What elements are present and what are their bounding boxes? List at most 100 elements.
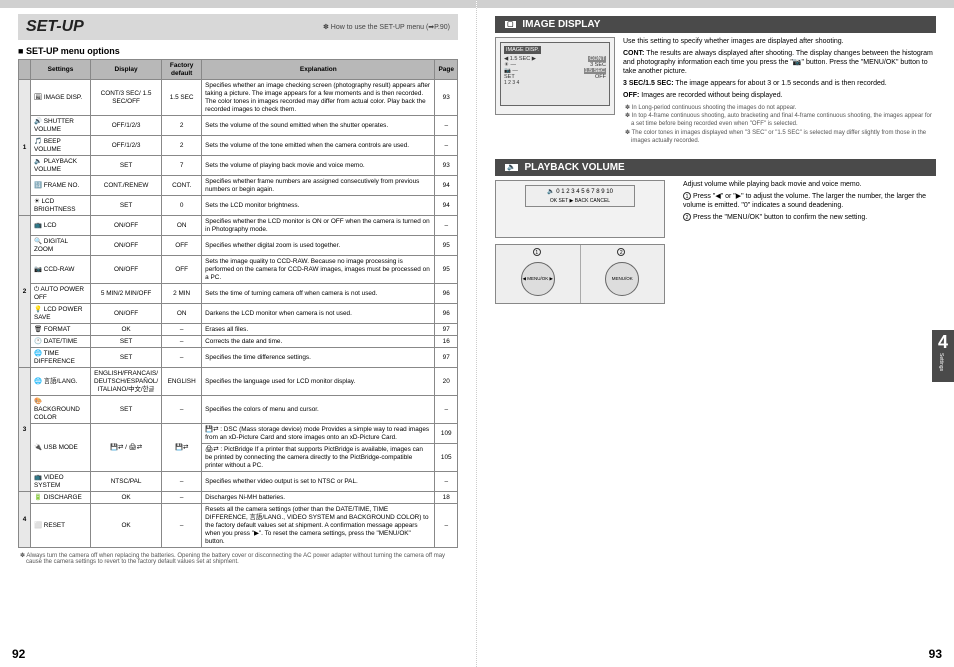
display-cell: NTSC/PAL	[91, 472, 162, 492]
explanation-cell: Erases all files.	[202, 324, 435, 336]
explanation-cell: Sets the time of turning camera off when…	[202, 284, 435, 304]
page-cell: 109	[435, 424, 458, 444]
setting-cell: 💡 LCD POWER SAVE	[31, 304, 91, 324]
page-cell: 18	[435, 492, 458, 504]
page-cell: 20	[435, 368, 458, 396]
explanation-cell: Resets all the camera settings (other th…	[202, 504, 435, 548]
explanation-cell: Specifies whether the LCD monitor is ON …	[202, 216, 435, 236]
ok-dial: MENU/OK	[605, 262, 639, 296]
display-cell: CONT/3 SEC/ 1.5 SEC/OFF	[91, 80, 162, 116]
table-row: 🕐 DATE/TIMESET–Corrects the date and tim…	[19, 336, 458, 348]
page-cell: –	[435, 396, 458, 424]
intro: Use this setting to specify whether imag…	[623, 37, 936, 46]
fdef-cell: 7	[162, 156, 202, 176]
page-cell: 96	[435, 304, 458, 324]
step-2-icon: 2	[617, 248, 625, 256]
fdef-cell: 💾⇄	[162, 424, 202, 472]
side-tab-num: 4	[932, 330, 954, 353]
display-cell: ON/OFF	[91, 304, 162, 324]
page-cell: 16	[435, 336, 458, 348]
setting-cell: 🌐 言語/LANG.	[31, 368, 91, 396]
fdef-cell: 2 MIN	[162, 284, 202, 304]
group-cell: 4	[19, 492, 31, 548]
display-cell: OFF/1/2/3	[91, 136, 162, 156]
display-cell: OK	[91, 504, 162, 548]
group-cell: 1	[19, 80, 31, 216]
image-display-header: ▢ IMAGE DISPLAY	[495, 16, 936, 33]
setting-cell: 🔋 DISCHARGE	[31, 492, 91, 504]
table-row: 🗑 FORMATOK–Erases all files.97	[19, 324, 458, 336]
image-display-text: Use this setting to specify whether imag…	[623, 37, 936, 147]
explanation-cell: Sets the image quality to CCD-RAW. Becau…	[202, 256, 435, 284]
group-cell: 3	[19, 368, 31, 492]
explanation-cell: Specifies whether an image checking scre…	[202, 80, 435, 116]
num-2-icon: 2	[683, 213, 691, 221]
lcd-title: IMAGE DISP.	[504, 46, 541, 54]
explanation-cell: Specifies the colors of menu and cursor.	[202, 396, 435, 424]
volume-scale: 🔈 0 1 2 3 4 5 6 7 8 9 10 OK SET ▶ BACK C…	[525, 185, 635, 207]
table-row: 4🔋 DISCHARGEOK–Discharges Ni-MH batterie…	[19, 492, 458, 504]
explanation-cell: Specifies whether video output is set to…	[202, 472, 435, 492]
setting-cell: 📷 CCD-RAW	[31, 256, 91, 284]
table-row: 🔈 PLAYBACK VOLUMESET7Sets the volume of …	[19, 156, 458, 176]
page-cell: –	[435, 472, 458, 492]
display-icon: ▢	[505, 21, 516, 28]
table-row: 🔍 DIGITAL ZOOMON/OFFOFFSpecifies whether…	[19, 236, 458, 256]
playback-body: 🔈 0 1 2 3 4 5 6 7 8 9 10 OK SET ▶ BACK C…	[495, 180, 936, 304]
lcd-inner: IMAGE DISP. ◀ 1.5 SEC ▶CONT ☀ —3 SEC 📷 —…	[500, 42, 610, 106]
fdef-cell: 2	[162, 116, 202, 136]
setting-cell: ⏻ AUTO POWER OFF	[31, 284, 91, 304]
table-row: 📷 CCD-RAWON/OFFOFFSets the image quality…	[19, 256, 458, 284]
explanation-cell: Specifies the time difference settings.	[202, 348, 435, 368]
table-row: 3🌐 言語/LANG.ENGLISH/FRANCAIS/ DEUTSCH/ESP…	[19, 368, 458, 396]
page-cell: 94	[435, 196, 458, 216]
explanation-cell: Discharges Ni-MH batteries.	[202, 492, 435, 504]
explanation-cell: Specifies whether digital zoom is used t…	[202, 236, 435, 256]
fdef-cell: ON	[162, 304, 202, 324]
fdef-cell: –	[162, 396, 202, 424]
num-1-icon: 1	[683, 192, 691, 200]
explanation-cell: Sets the LCD monitor brightness.	[202, 196, 435, 216]
setting-cell: 🔊 SHUTTER VOLUME	[31, 116, 91, 136]
fdef-cell: –	[162, 492, 202, 504]
lcd-illustration: IMAGE DISP. ◀ 1.5 SEC ▶CONT ☀ —3 SEC 📷 —…	[495, 37, 615, 115]
volume-icon: 🔈	[505, 164, 518, 171]
explanation-cell: Specifies the language used for LCD moni…	[202, 368, 435, 396]
table-row: 🎵 BEEP VOLUMEOFF/1/2/32Sets the volume o…	[19, 136, 458, 156]
table-row: 📺 VIDEO SYSTEMNTSC/PAL–Specifies whether…	[19, 472, 458, 492]
explanation-cell: 🖨⇄ : PictBridge If a printer that suppor…	[202, 444, 435, 472]
setting-cell: 🎨 BACKGROUND COLOR	[31, 396, 91, 424]
image-display-title: IMAGE DISPLAY	[522, 19, 600, 30]
fdef-cell: CONT.	[162, 176, 202, 196]
options-table: Settings Display Factory default Explana…	[18, 59, 458, 548]
footnote: ✽ Always turn the camera off when replac…	[18, 552, 458, 565]
setting-cell: ⬜ RESET	[31, 504, 91, 548]
playback-text: Adjust volume while playing back movie a…	[683, 180, 936, 304]
display-cell: OK	[91, 324, 162, 336]
table-row: ☀ LCD BRIGHTNESSSET0Sets the LCD monitor…	[19, 196, 458, 216]
display-cell: ON/OFF	[91, 256, 162, 284]
col-display: Display	[91, 60, 162, 80]
setting-cell: 🔈 PLAYBACK VOLUME	[31, 156, 91, 176]
left-page: SET-UP ✽ How to use the SET-UP menu (➡P.…	[0, 0, 477, 667]
header-note: ✽ How to use the SET-UP menu (➡P.90)	[323, 23, 450, 31]
playback-illustration-col: 🔈 0 1 2 3 4 5 6 7 8 9 10 OK SET ▶ BACK C…	[495, 180, 675, 304]
col-settings: Settings	[31, 60, 91, 80]
display-cell: SET	[91, 396, 162, 424]
explanation-cell: Darkens the LCD monitor when camera is n…	[202, 304, 435, 324]
table-row: 💡 LCD POWER SAVEON/OFFONDarkens the LCD …	[19, 304, 458, 324]
table-row: 2📺 LCDON/OFFONSpecifies whether the LCD …	[19, 216, 458, 236]
top-strip-r	[477, 0, 954, 8]
display-cell: ON/OFF	[91, 236, 162, 256]
explanation-cell: Corrects the date and time.	[202, 336, 435, 348]
table-row: 🔊 SHUTTER VOLUMEOFF/1/2/32Sets the volum…	[19, 116, 458, 136]
explanation-cell: 💾⇄ : DSC (Mass storage device) mode Prov…	[202, 424, 435, 444]
dial-illustration: 1◀ MENU/OK ▶ 2MENU/OK	[495, 244, 665, 304]
display-cell: OFF/1/2/3	[91, 116, 162, 136]
page-cell: –	[435, 216, 458, 236]
setting-cell: 🖼 IMAGE DISP.	[31, 80, 91, 116]
page-cell: –	[435, 116, 458, 136]
fdef-cell: –	[162, 504, 202, 548]
fdef-cell: –	[162, 324, 202, 336]
display-cell: SET	[91, 196, 162, 216]
